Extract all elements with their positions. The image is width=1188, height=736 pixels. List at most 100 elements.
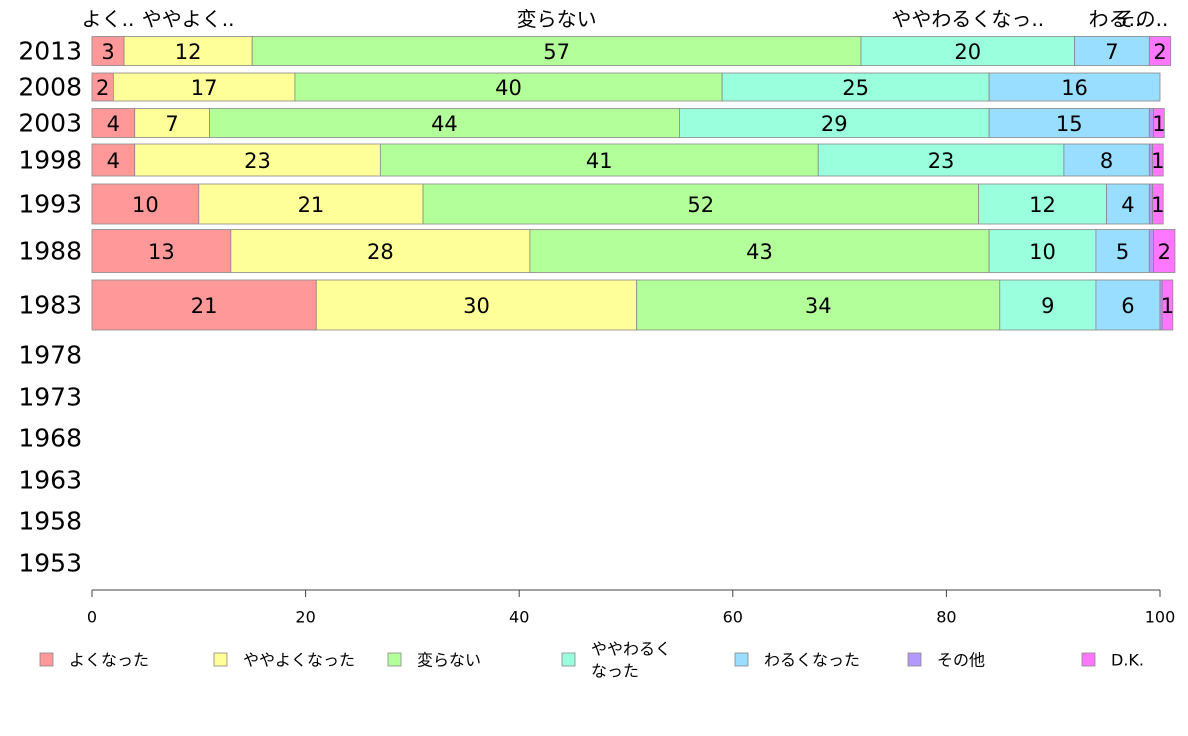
bar-label-2008-series-2: 40 xyxy=(495,76,522,100)
bar-1988-series-2 xyxy=(529,229,990,273)
bar-2008-series-1 xyxy=(112,72,296,102)
bar-label-2013-series-4: 7 xyxy=(1105,40,1118,64)
bar-1998-series-3 xyxy=(817,143,1065,177)
bar-label-1993-series-2: 52 xyxy=(687,193,714,217)
legend: よくなった ややよくなった 変らない ややわるくなった わるくなった その他 D.K. xyxy=(39,640,1144,681)
bar-label-1988-series-4: 5 xyxy=(1116,240,1129,264)
bars-area: 3 12 57 20 7 22 17 40 25 164 7 44 29 15 14 23 41 23 8 110 21… xyxy=(91,36,1176,331)
bar-label-1983-series-0: 21 xyxy=(191,294,218,318)
bar-1983-series-0 xyxy=(91,279,317,331)
bar-1998-series-6 xyxy=(1152,143,1164,177)
year-label-1968: 1968 xyxy=(18,424,82,453)
bar-2013-series-6 xyxy=(1148,36,1172,66)
year-label-1958: 1958 xyxy=(18,507,82,536)
bar-label-2003-series-6: 1 xyxy=(1152,112,1165,136)
bar-2013-series-1 xyxy=(123,36,253,66)
bar-2003-series-6 xyxy=(1153,108,1165,138)
bar-label-2013-series-2: 57 xyxy=(543,40,570,64)
bar-2008-series-2 xyxy=(294,72,723,102)
bar-1988-series-6 xyxy=(1153,229,1176,273)
bar-2013-series-2 xyxy=(251,36,862,66)
bar-label-1993-series-1: 21 xyxy=(298,193,325,217)
legend-label-2: 変らない xyxy=(417,651,481,670)
bar-1993-series-4 xyxy=(1106,183,1150,225)
bar-label-1998-series-3: 23 xyxy=(928,149,955,173)
year-label-1963: 1963 xyxy=(18,466,82,495)
bar-2003-series-0 xyxy=(91,108,136,138)
bar-2008-series-4 xyxy=(988,72,1161,102)
legend-label-4: わるくなった xyxy=(764,651,860,670)
year-axis-labels: 2013 2008 2003 1998 1993 1988 1983 1978 1973 1968… xyxy=(18,37,82,578)
bar-label-2003-series-0: 4 xyxy=(107,112,120,136)
legend-swatch-6 xyxy=(1081,652,1096,667)
legend-label-3: ややわるくなった xyxy=(591,640,671,681)
x-axis: 0 20 40 60 80 100 xyxy=(87,589,1175,627)
year-label-1978: 1978 xyxy=(18,341,82,370)
bar-2013-series-0 xyxy=(91,36,125,66)
legend-label-0: よくなった xyxy=(69,651,149,670)
bar-label-1983-series-6: 1 xyxy=(1161,294,1174,318)
bar-1993-series-2 xyxy=(422,183,979,225)
bar-label-1988-series-6: 2 xyxy=(1158,240,1171,264)
x-tick-label-20: 20 xyxy=(295,608,315,627)
bar-1983-series-1 xyxy=(315,279,638,331)
x-tick-label-60: 60 xyxy=(723,608,743,627)
bar-label-2008-series-1: 17 xyxy=(191,76,218,100)
top-label-3: ややわるくなっ.. xyxy=(891,7,1044,31)
year-label-2008: 2008 xyxy=(18,73,82,102)
year-label-2003: 2003 xyxy=(18,109,82,138)
legend-label-1: ややよくなった xyxy=(243,651,355,670)
legend-swatch-1 xyxy=(213,652,228,667)
bar-2013-series-4 xyxy=(1074,36,1150,66)
bar-label-1983-series-4: 6 xyxy=(1121,294,1134,318)
bar-label-2008-series-3: 25 xyxy=(842,76,869,100)
legend-label-6: D.K. xyxy=(1111,651,1144,670)
bar-label-1998-series-4: 8 xyxy=(1100,149,1113,173)
year-label-2013: 2013 xyxy=(18,37,82,66)
bar-label-1998-series-2: 41 xyxy=(586,149,613,173)
legend-label-5: その他 xyxy=(937,651,985,670)
legend-label-3-line-1: なった xyxy=(591,662,639,681)
top-label-1: ややよく.. xyxy=(142,7,235,31)
legend-label-3-line-0: ややわるく xyxy=(591,640,671,659)
bar-label-2003-series-1: 7 xyxy=(165,112,178,136)
bar-1983-series-6 xyxy=(1161,279,1174,331)
bar-label-2003-series-2: 44 xyxy=(431,112,458,136)
bar-1988-series-5 xyxy=(1148,229,1154,273)
year-label-1993: 1993 xyxy=(18,190,82,219)
top-label-0: よく.. xyxy=(82,7,135,31)
bar-label-1988-series-1: 28 xyxy=(367,240,394,264)
year-label-1973: 1973 xyxy=(18,383,82,412)
bar-label-2013-series-0: 3 xyxy=(101,40,114,64)
year-label-1988: 1988 xyxy=(18,237,82,266)
top-category-labels: よく.. ややよく.. 変らない ややわるくなっ.. わる..その.. xyxy=(82,7,1169,31)
bar-1998-series-4 xyxy=(1063,143,1150,177)
bar-label-2013-series-1: 12 xyxy=(175,40,202,64)
bar-label-2008-series-4: 16 xyxy=(1061,76,1088,100)
bar-label-1993-series-4: 4 xyxy=(1121,193,1134,217)
bar-1993-series-6 xyxy=(1152,183,1164,225)
bar-label-1988-series-0: 13 xyxy=(148,240,175,264)
year-label-1953: 1953 xyxy=(18,549,82,578)
bar-1993-series-3 xyxy=(978,183,1108,225)
bar-label-2013-series-6: 2 xyxy=(1153,40,1166,64)
bar-label-2003-series-4: 15 xyxy=(1056,112,1083,136)
top-label-4: わる.. xyxy=(1089,7,1142,31)
bar-label-1998-series-1: 23 xyxy=(244,149,271,173)
bar-label-1988-series-3: 10 xyxy=(1029,240,1056,264)
bar-label-2013-series-3: 20 xyxy=(954,40,981,64)
bar-1988-series-1 xyxy=(230,229,531,273)
bar-1993-series-0 xyxy=(91,183,200,225)
bar-1998-series-1 xyxy=(134,143,381,177)
bar-1988-series-3 xyxy=(988,229,1097,273)
legend-swatch-3 xyxy=(561,652,576,667)
bar-label-1983-series-1: 30 xyxy=(463,294,490,318)
bar-1983-series-4 xyxy=(1095,279,1161,331)
year-label-1983: 1983 xyxy=(18,291,82,320)
bar-label-1988-series-2: 43 xyxy=(746,240,773,264)
bar-2003-series-3 xyxy=(679,108,990,138)
bar-1983-series-2 xyxy=(636,279,1001,331)
bar-label-1983-series-2: 34 xyxy=(805,294,832,318)
top-label-2: 変らない xyxy=(517,7,597,31)
